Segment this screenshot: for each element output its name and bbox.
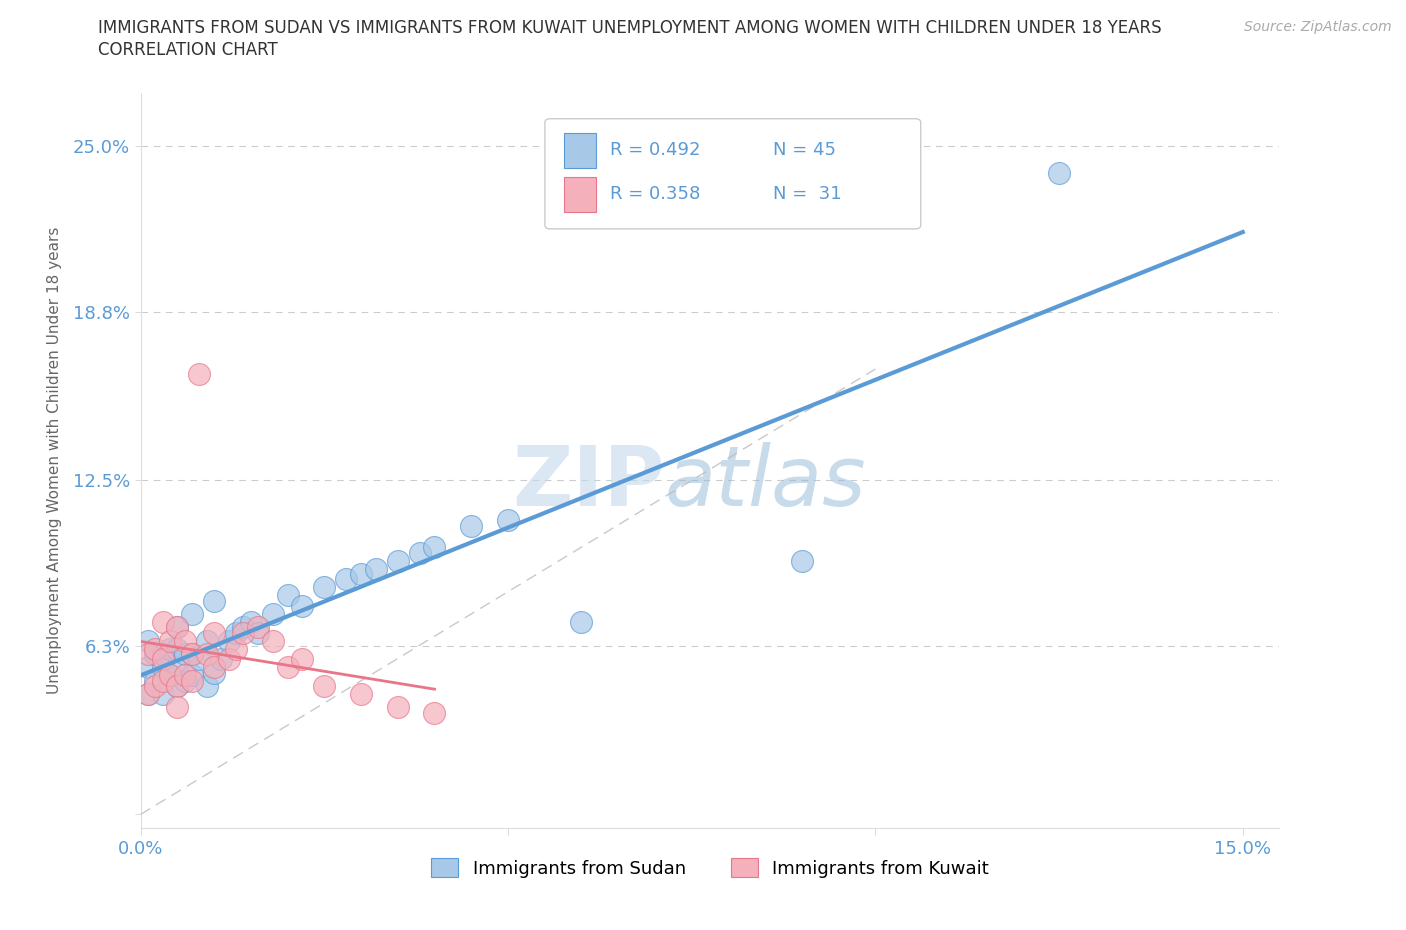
Point [460,518,482,533]
Point [166,700,188,715]
Point [166,620,188,635]
Point [136,646,159,661]
Point [247,625,270,640]
Legend: Immigrants from Sudan, Immigrants from Kuwait: Immigrants from Sudan, Immigrants from K… [423,850,997,884]
Point [195,646,218,661]
FancyBboxPatch shape [546,119,921,229]
Point [181,646,204,661]
Text: atlas: atlas [665,442,866,523]
Point [364,561,387,576]
Point [188,652,211,667]
Point [423,705,446,720]
Point [152,660,174,675]
Point [166,642,188,657]
Point [350,686,373,701]
Point [202,660,225,675]
Point [232,620,254,635]
Point [136,660,159,675]
FancyBboxPatch shape [564,177,596,212]
Point [314,679,336,694]
Point [181,673,204,688]
Point [277,660,299,675]
Point [496,513,519,528]
Point [166,620,188,635]
Point [159,668,181,683]
Point [143,642,166,657]
Point [152,646,174,661]
Point [218,633,240,648]
Point [225,625,247,640]
Point [152,673,174,688]
Point [232,625,254,640]
Point [152,686,174,701]
Point [181,646,204,661]
Point [314,579,336,594]
Point [1047,166,1070,180]
Text: R = 0.358: R = 0.358 [610,185,700,204]
Point [335,572,357,587]
Point [262,633,284,648]
Point [136,633,159,648]
Point [143,679,166,694]
Point [159,668,181,683]
Point [202,665,225,680]
Point [423,539,446,554]
Point [790,553,813,568]
Point [159,633,181,648]
Point [188,366,211,381]
Point [195,633,218,648]
Text: R = 0.492: R = 0.492 [610,141,700,159]
Point [173,633,195,648]
Point [181,606,204,621]
Text: N =  31: N = 31 [773,185,841,204]
Point [409,545,432,560]
Text: IMMIGRANTS FROM SUDAN VS IMMIGRANTS FROM KUWAIT UNEMPLOYMENT AMONG WOMEN WITH CH: IMMIGRANTS FROM SUDAN VS IMMIGRANTS FROM… [98,19,1161,36]
Point [350,566,373,581]
Point [571,615,593,630]
Point [239,615,262,630]
Y-axis label: Unemployment Among Women with Children Under 18 years: Unemployment Among Women with Children U… [46,227,62,694]
Point [166,679,188,694]
Point [166,660,188,675]
Text: CORRELATION CHART: CORRELATION CHART [98,41,278,59]
Point [143,646,166,661]
Point [387,553,409,568]
Point [173,668,195,683]
Point [209,652,232,667]
Point [202,593,225,608]
Point [173,673,195,688]
Text: ZIP: ZIP [512,442,665,523]
Point [143,673,166,688]
Point [218,652,240,667]
Point [291,652,314,667]
Point [173,646,195,661]
Point [136,686,159,701]
Point [247,620,270,635]
Point [152,615,174,630]
Point [166,679,188,694]
Text: Source: ZipAtlas.com: Source: ZipAtlas.com [1244,20,1392,34]
Point [225,642,247,657]
Text: N = 45: N = 45 [773,141,835,159]
Point [136,686,159,701]
Point [195,679,218,694]
Point [152,652,174,667]
Point [202,625,225,640]
Point [159,642,181,657]
Point [387,700,409,715]
FancyBboxPatch shape [564,133,596,168]
Point [291,599,314,614]
Point [181,668,204,683]
Point [262,606,284,621]
Point [277,588,299,603]
